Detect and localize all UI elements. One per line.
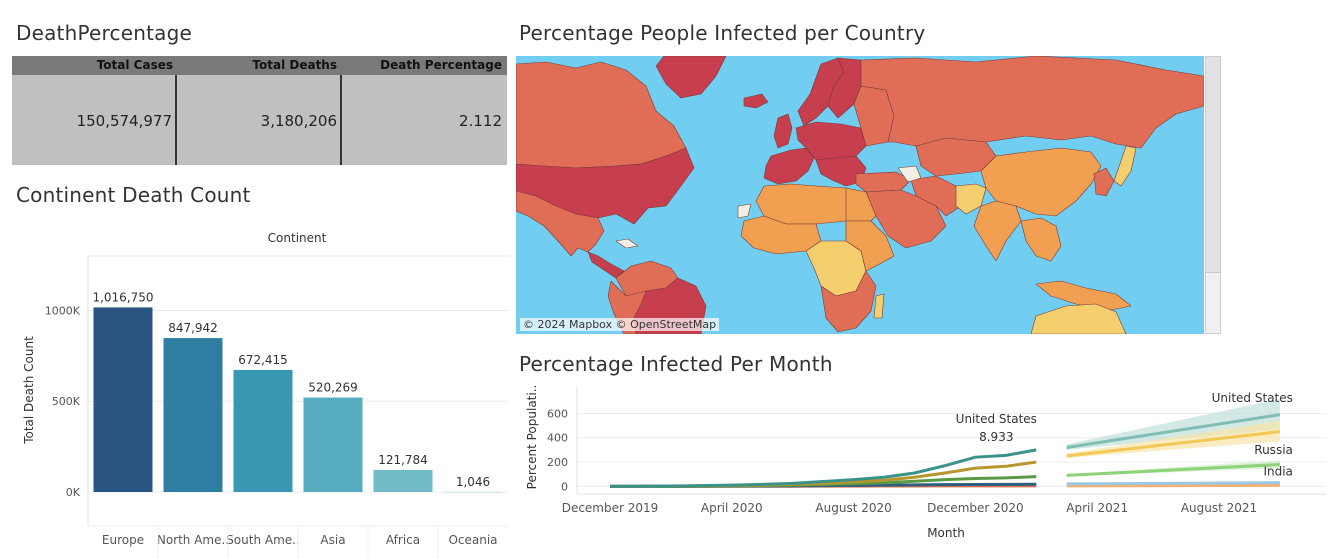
annotation-value: 8.933: [979, 430, 1013, 444]
southeast-asia-region: [1020, 217, 1062, 262]
france-spain-region: [763, 147, 815, 185]
column-divider: [175, 75, 177, 165]
bar-0: [93, 307, 153, 492]
line-x-tick-label: April 2021: [1066, 501, 1128, 515]
india-region: [973, 200, 1022, 262]
table-body: 150,574,977 3,180,206 2.112: [12, 75, 507, 165]
infection-choropleth-map[interactable]: [516, 56, 1204, 334]
bar-data-label: 520,269: [308, 381, 358, 395]
line-y-tick-label: 600: [547, 407, 568, 420]
japan-korea-region: [1093, 167, 1115, 197]
bar-y-tick-label: 500K: [52, 395, 81, 408]
line-x-axis-label: Month: [927, 526, 965, 540]
forecast-series-label: United States: [1212, 391, 1293, 405]
forecast-line-0: [1066, 413, 1281, 449]
table-header: Total Cases Total Deaths Death Percentag…: [12, 56, 507, 75]
bar-data-label: 847,942: [168, 321, 218, 335]
continent-death-count-chart: Continent Total Death Count 0K500K1000K …: [22, 231, 510, 559]
value-total-deaths[interactable]: 3,180,206: [260, 112, 337, 130]
east-africa-region: [845, 220, 895, 272]
bar-data-label: 672,415: [238, 353, 288, 367]
world-map-graphic: [516, 56, 1204, 334]
central-america-region: [587, 251, 625, 279]
forecast-band-0: [1066, 398, 1280, 450]
japan-region: [1113, 145, 1137, 187]
bar-category-label: North Ame..: [157, 533, 229, 547]
column-divider: [340, 75, 342, 165]
annotation-label: United States: [956, 412, 1037, 426]
southern-africa-region: [820, 270, 877, 333]
bar-category-label: South Ame..: [226, 533, 300, 547]
bar-category-label: Europe: [102, 533, 144, 547]
canada-region: [516, 61, 687, 169]
column-header-label: Continent: [268, 231, 327, 245]
line-y-tick-label: 400: [547, 432, 568, 445]
bar-category-label: Asia: [320, 533, 345, 547]
death-percentage-title: DeathPercentage: [16, 21, 192, 45]
iran-region: [910, 175, 962, 217]
death-percentage-table: Total Cases Total Deaths Death Percentag…: [12, 56, 507, 165]
forecast-line-3: [1066, 481, 1280, 486]
iceland-region: [743, 93, 769, 109]
header-total-cases: Total Cases: [96, 58, 173, 72]
bar-data-label: 1,046: [456, 475, 490, 489]
bar-y-tick-label: 0K: [66, 486, 81, 499]
line-x-tick-label: August 2021: [1181, 501, 1257, 515]
caribbean-region: [615, 238, 639, 249]
bar-1: [163, 338, 223, 492]
australia-region: [1030, 303, 1127, 334]
value-total-cases[interactable]: 150,574,977: [76, 112, 172, 130]
forecast-series-label: India: [1263, 464, 1292, 478]
bar-data-label: 121,784: [378, 453, 428, 467]
continent-death-count-title: Continent Death Count: [16, 183, 251, 207]
value-death-percentage[interactable]: 2.112: [459, 112, 502, 130]
bar-y-axis-label: Total Death Count: [22, 336, 36, 445]
forecast-series-label: Russia: [1254, 443, 1293, 457]
line-x-tick-label: December 2019: [562, 501, 659, 515]
map-attribution[interactable]: © 2024 Mapbox © OpenStreetMap: [520, 318, 720, 331]
header-death-percentage: Death Percentage: [380, 58, 502, 72]
line-series-0: [609, 448, 1037, 488]
infected-per-month-chart: Percent Populati.. Month 0 200 400 600 Decem…: [525, 385, 1326, 540]
mongolia-region: [897, 165, 922, 183]
bar-y-tick-label: 1000K: [45, 304, 81, 317]
bar-5: [443, 491, 503, 493]
egypt-region: [845, 187, 877, 222]
map-title: Percentage People Infected per Country: [519, 21, 926, 45]
map-scrollbar[interactable]: [1205, 56, 1221, 334]
line-x-tick-label: April 2020: [701, 501, 763, 515]
infected-per-month-title: Percentage Infected Per Month: [519, 352, 833, 376]
bar-data-label: 1,016,750: [92, 290, 153, 304]
forecast-line-1: [1066, 430, 1281, 458]
map-scrollbar-thumb[interactable]: [1206, 57, 1220, 273]
line-x-tick-label: December 2020: [927, 501, 1024, 515]
bar-category-label: Africa: [386, 533, 420, 547]
line-y-tick-label: 0: [561, 480, 568, 493]
western-sahara-region: [737, 203, 752, 219]
line-y-tick-label: 200: [547, 456, 568, 469]
bar-3: [303, 397, 363, 492]
madagascar-region: [873, 293, 885, 319]
forecast-line-2: [1066, 462, 1280, 477]
middle-east-region: [865, 189, 947, 249]
greenland-region: [655, 56, 727, 99]
bar-4: [373, 469, 433, 492]
header-total-deaths: Total Deaths: [252, 58, 337, 72]
uk-region: [773, 113, 793, 149]
line-y-axis-label: Percent Populati..: [525, 385, 539, 490]
central-africa-region: [805, 240, 867, 297]
bar-category-label: Oceania: [448, 533, 497, 547]
bar-2: [233, 369, 293, 492]
russia-region: [860, 56, 1204, 149]
indonesia-region: [1035, 280, 1132, 312]
line-x-tick-label: August 2020: [815, 501, 891, 515]
